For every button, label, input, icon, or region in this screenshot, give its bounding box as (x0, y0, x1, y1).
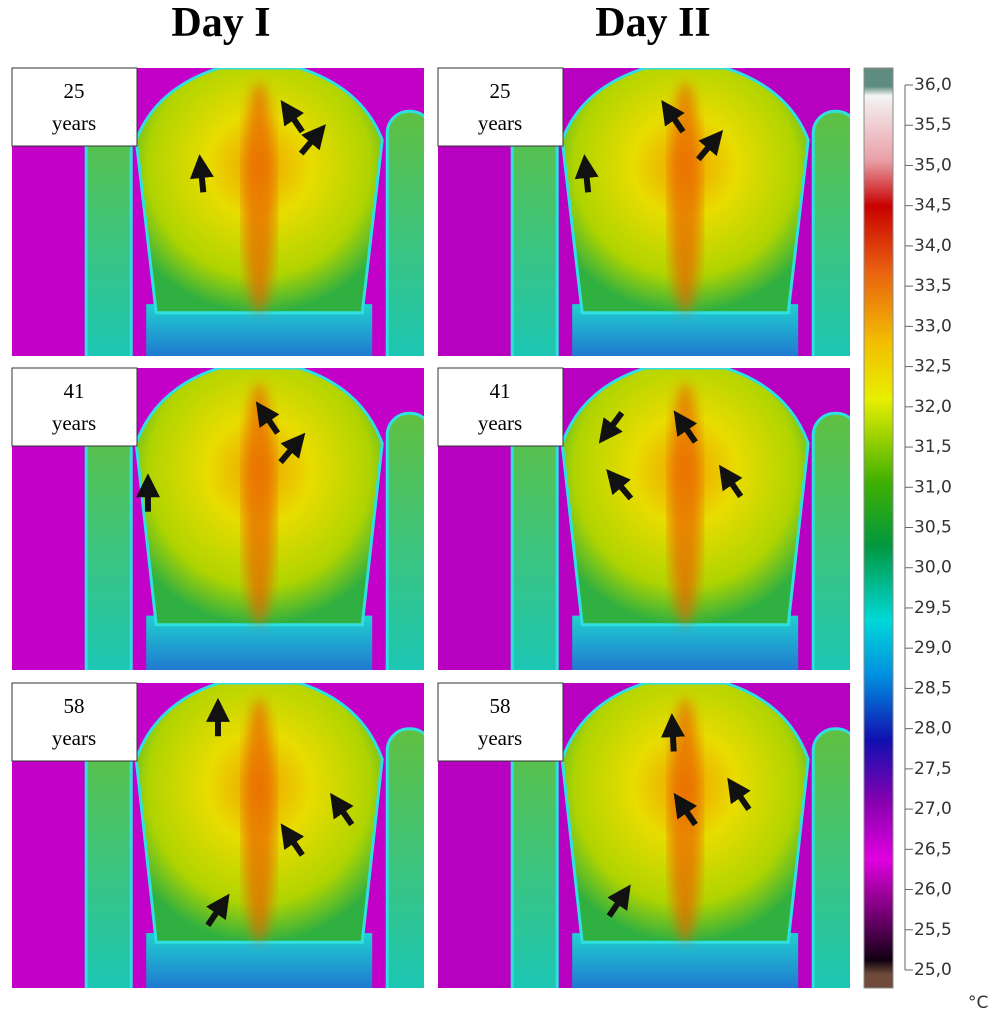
age-unit: years (52, 411, 96, 435)
tick-label: 35,5 (914, 115, 952, 135)
arm (512, 413, 557, 715)
spine (669, 383, 701, 625)
tick-label: 28,0 (914, 719, 952, 739)
arm (86, 729, 131, 1015)
tick-label: 27,5 (914, 759, 952, 779)
age-label: 58 (490, 694, 511, 718)
tick-label: 36,0 (914, 75, 952, 95)
arm (387, 729, 432, 1015)
age-label: 58 (64, 694, 85, 718)
jeans (572, 933, 798, 1015)
arm (813, 729, 858, 1015)
thermal-image: 41 years (12, 368, 432, 715)
tick-label: 29,5 (914, 598, 952, 618)
thermal-image: 25 years (12, 68, 432, 399)
figure: Day I Day II °C 36,0 35,5 35,0 34,5 34,0 33,5… (0, 0, 1000, 1015)
tick-label: 25,5 (914, 920, 952, 940)
arrow (201, 169, 203, 192)
arm (512, 111, 557, 399)
arm (813, 413, 858, 715)
arm (387, 413, 432, 715)
tick-label: 32,5 (914, 357, 952, 377)
tick-label: 31,0 (914, 477, 952, 497)
tick-label: 27,0 (914, 799, 952, 819)
tick-label: 35,0 (914, 155, 952, 175)
age-unit: years (478, 726, 522, 750)
thermal-image: 41 years (438, 368, 858, 715)
colorbar (864, 68, 893, 988)
spine (243, 698, 275, 942)
tick-label: 32,0 (914, 397, 952, 417)
age-unit: years (478, 111, 522, 135)
arm (813, 111, 858, 399)
tick-label: 34,5 (914, 196, 952, 216)
arm (387, 111, 432, 399)
tick-label: 28,5 (914, 678, 952, 698)
tick-label: 26,0 (914, 880, 952, 900)
age-unit: years (52, 726, 96, 750)
arrow (673, 728, 674, 751)
jeans (146, 933, 372, 1015)
age-label: 25 (490, 79, 511, 103)
thermal-image: 58 years (438, 683, 858, 1015)
tick-label: 30,5 (914, 518, 952, 538)
tick-label: 30,0 (914, 558, 952, 578)
arrow (586, 169, 588, 192)
tick-label: 25,0 (914, 960, 952, 980)
colorbar-unit: °C (968, 993, 988, 1013)
age-label: 41 (64, 379, 85, 403)
tick-label: 33,5 (914, 276, 952, 296)
column-title: Day I (171, 0, 270, 46)
arm (86, 111, 131, 399)
age-unit: years (478, 411, 522, 435)
arm (86, 413, 131, 715)
tick-label: 34,0 (914, 236, 952, 256)
thermal-image: 58 years (12, 683, 432, 1015)
column-title: Day II (595, 0, 711, 46)
tick-label: 26,5 (914, 839, 952, 859)
age-label: 25 (64, 79, 85, 103)
tick-label: 33,0 (914, 316, 952, 336)
thermal-image: 25 years (438, 68, 858, 399)
tick-label: 31,5 (914, 437, 952, 457)
spine (243, 82, 275, 312)
tick-label: 29,0 (914, 638, 952, 658)
age-unit: years (52, 111, 96, 135)
arm (512, 729, 557, 1015)
age-label: 41 (490, 379, 511, 403)
